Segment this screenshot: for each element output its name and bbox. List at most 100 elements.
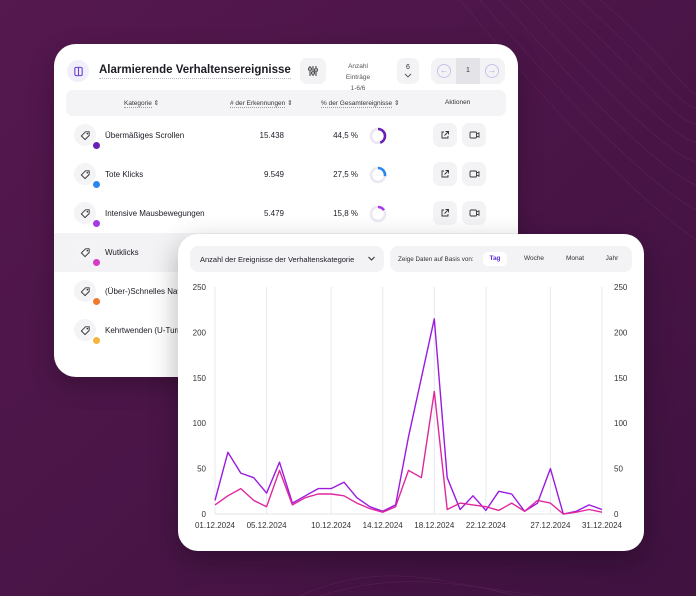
table-row[interactable]: (Über-)Schnelles Navigieren [54,272,518,311]
y-tick-label-right: 200 [614,328,628,337]
pagination: ← 1 → [431,58,505,84]
period-label: Zeige Daten auf Basis von: [398,256,474,263]
y-tick-label-left: 200 [193,328,207,337]
detection-count: 9.549 [263,170,284,179]
x-tick-label: 31.12.2024 [582,521,623,530]
category-color-dot [93,259,100,266]
current-page[interactable]: 1 [456,58,480,84]
y-tick-label-left: 250 [193,283,207,292]
category-color-dot [93,337,100,344]
percentage-value: 15,8 % [333,209,358,218]
table-row[interactable]: Übermäßiges Scrollen 15.438 44,5 % [54,116,518,155]
chart-card: Anzahl der Ereignisse der Verhaltenskate… [178,234,644,551]
open-external-button[interactable] [433,162,457,186]
video-icon [469,170,479,178]
x-tick-label: 10.12.2024 [311,521,352,530]
open-external-button[interactable] [433,123,457,147]
period-option-tag[interactable]: Tag [483,252,507,266]
detection-count: 15.438 [259,131,284,140]
x-tick-label: 05.12.2024 [247,521,288,530]
video-icon [469,209,479,217]
external-link-icon [441,209,449,217]
table-row[interactable]: Intensive Mausbewegungen 5.479 15,8 % [54,194,518,233]
category-name: Übermäßiges Scrollen [105,131,185,140]
prev-page-button[interactable]: ← [437,64,451,78]
category-name: Tote Klicks [105,170,144,179]
y-tick-label-left: 50 [197,465,206,474]
tag-icon [74,202,96,224]
category-color-dot [93,181,100,188]
chevron-down-icon [404,73,412,78]
sliders-icon [308,66,318,76]
column-header-label: Kategorie [124,100,152,108]
category-name: Kehrtwenden (U-Turns) [105,326,189,335]
y-tick-label-right: 100 [614,419,628,428]
y-tick-label-right: 250 [614,283,628,292]
y-tick-label-right: 50 [614,465,623,474]
open-external-button[interactable] [433,201,457,225]
y-tick-label-left: 0 [202,510,207,519]
period-option-jahr[interactable]: Jahr [605,255,619,262]
percentage-value: 44,5 % [333,131,358,140]
entries-range: 1-6/6 [350,85,366,92]
entries-info: Anzahl Einträge 1-6/6 [338,61,378,94]
y-tick-label-right: 0 [614,510,619,519]
detection-count: 5.479 [263,209,284,218]
column-headers: Kategorie ⇕ # der Erkennungen ⇕ % der Ge… [66,90,506,116]
y-tick-label-right: 150 [614,374,628,383]
column-header-label: # der Erkennungen [230,100,286,108]
tag-icon [74,124,96,146]
x-tick-label: 22.12.2024 [466,521,507,530]
x-tick-label: 27.12.2024 [530,521,571,530]
table-row[interactable]: Tote Klicks 9.549 27,5 % [54,155,518,194]
percentage-donut [369,166,387,184]
external-link-icon [441,131,449,139]
table-row[interactable]: Kehrtwenden (U-Turns) [54,311,518,350]
tag-icon [74,163,96,185]
period-option-monat[interactable]: Monat [565,255,585,262]
column-header-label: % der Gesamtereignisse [321,100,393,108]
filter-button[interactable] [300,58,326,84]
series-line-2 [214,390,603,515]
x-tick-label: 18.12.2024 [414,521,455,530]
y-tick-label-left: 150 [193,374,207,383]
table-header: Alarmierende Verhaltensereignisse Anzahl… [54,44,518,100]
y-tick-label-left: 100 [193,419,207,428]
page-size-value: 6 [406,64,410,71]
x-tick-label: 14.12.2024 [363,521,404,530]
tag-icon [74,280,96,302]
category-color-dot [93,298,100,305]
period-selector: Zeige Daten auf Basis von: Tag Woche Mon… [390,246,632,272]
next-page-button[interactable]: → [485,64,499,78]
column-header-category[interactable]: Kategorie ⇕ [124,100,160,108]
column-header-actions: Aktionen [445,99,471,106]
column-header-detections[interactable]: # der Erkennungen ⇕ [230,100,293,108]
video-button[interactable] [462,123,486,147]
page-size-select[interactable]: 6 [397,58,419,84]
category-name: (Über-)Schnelles Navigieren [105,287,206,296]
series-line-1 [214,318,603,515]
chevron-down-icon [368,256,375,261]
column-header-percentage[interactable]: % der Gesamtereignisse ⇕ [321,100,400,108]
tag-icon [74,319,96,341]
video-icon [469,131,479,139]
external-link-icon [441,170,449,178]
percentage-donut [369,205,387,223]
entries-label: Anzahl Einträge [345,63,371,81]
book-icon [67,60,89,82]
period-option-woche[interactable]: Woche [523,255,545,262]
category-name: Intensive Mausbewegungen [105,209,205,218]
video-button[interactable] [462,162,486,186]
category-dropdown-label: Anzahl der Ereignisse der Verhaltenskate… [200,255,355,264]
video-button[interactable] [462,201,486,225]
category-color-dot [93,142,100,149]
category-color-dot [93,220,100,227]
category-name: Wutklicks [105,248,139,257]
line-chart: 0 0 50 50 100 100 150 150 200 200 250 250 01.12.2024… [193,283,628,530]
percentage-donut [369,127,387,145]
category-dropdown[interactable]: Anzahl der Ereignisse der Verhaltenskate… [190,246,384,272]
tag-icon [74,241,96,263]
x-tick-label: 01.12.2024 [195,521,236,530]
table-title: Alarmierende Verhaltensereignisse [99,64,291,79]
percentage-value: 27,5 % [333,170,358,179]
